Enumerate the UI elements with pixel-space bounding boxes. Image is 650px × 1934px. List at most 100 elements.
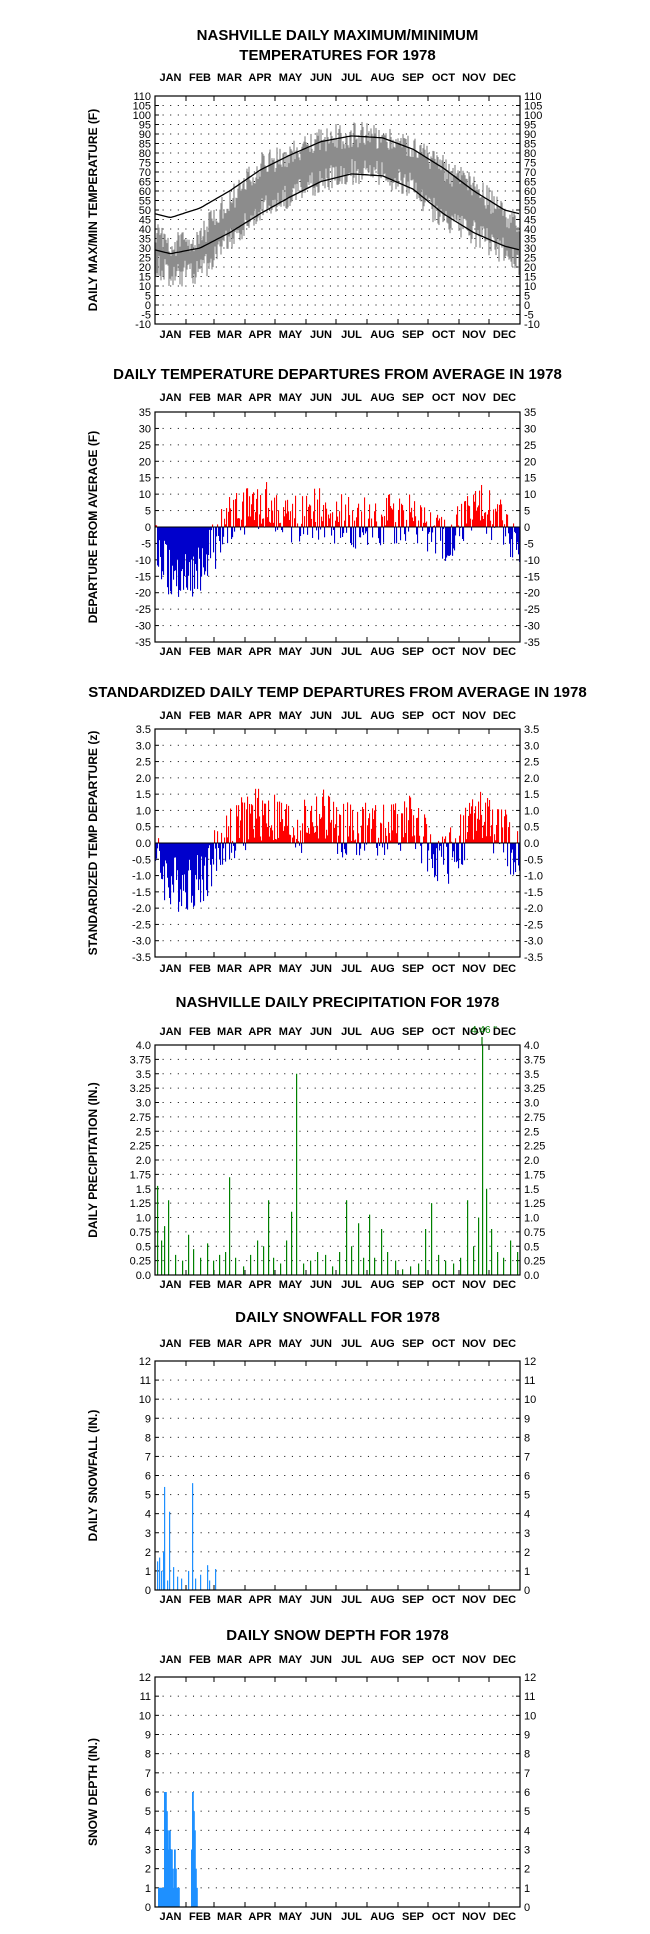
- departure-bar-above: [499, 504, 501, 527]
- departure-bar-below: [360, 527, 362, 538]
- departure-bar-below: [192, 527, 194, 597]
- departure-bar-above: [330, 513, 332, 527]
- departure-bar-below: [448, 527, 450, 556]
- departure-bar-below: [417, 527, 419, 544]
- departure-bar-above: [278, 837, 280, 843]
- departure-bar-above: [419, 835, 421, 843]
- departure-bar-above: [358, 833, 360, 843]
- departure-bar-above: [395, 522, 397, 527]
- precip-bar: [273, 1257, 275, 1275]
- y-axis-label: DAILY MAX/MIN TEMPERATURE (F): [86, 109, 100, 311]
- y-tick-left: 5: [145, 1806, 151, 1818]
- month-label-bottom: JUN: [310, 646, 332, 658]
- month-label-bottom: MAR: [217, 1911, 242, 1923]
- month-label-bottom: NOV: [462, 963, 487, 975]
- departure-bar-below: [365, 527, 367, 534]
- month-label-top: APR: [248, 1026, 271, 1038]
- departure-bar-below: [454, 527, 456, 551]
- depth-bar: [195, 1868, 197, 1907]
- departure-bar-above: [279, 523, 281, 527]
- departure-bar-above: [318, 838, 320, 843]
- y-tick-right: 10: [524, 1710, 536, 1722]
- y-tick-right: 1: [524, 1883, 530, 1895]
- month-label-top: DEC: [493, 710, 516, 722]
- departure-bar-below: [185, 527, 187, 555]
- chart-depth: DAILY SNOW DEPTH FOR 1978 JAN JAN FEB FEB MAR…: [86, 1627, 536, 1923]
- y-tick-left: 0.75: [130, 1227, 151, 1239]
- departure-bar-above: [327, 525, 329, 527]
- departure-bar-above: [423, 836, 425, 843]
- precip-bar: [182, 1260, 184, 1275]
- precip-bar: [478, 1217, 480, 1275]
- departure-bar-below: [312, 527, 314, 538]
- departure-bar-above: [404, 801, 406, 843]
- departure-bar-below: [206, 527, 208, 555]
- departure-bar-above: [371, 518, 373, 527]
- departure-bar-above: [276, 839, 278, 843]
- departure-bar-above: [478, 801, 480, 843]
- departure-bar-above: [317, 825, 319, 843]
- departure-bar-below: [243, 843, 245, 846]
- departure-bar-above: [351, 840, 353, 843]
- departure-bar-above: [298, 841, 300, 843]
- departure-bar-above: [226, 508, 228, 527]
- y-tick-left: 15: [139, 473, 151, 485]
- departure-bar-above: [492, 809, 494, 843]
- departure-bar-above: [297, 523, 299, 527]
- plot-frame: [154, 1044, 521, 1276]
- departure-bar-below: [454, 843, 456, 862]
- depth-bar: [191, 1849, 193, 1907]
- snow-bar: [173, 1567, 175, 1590]
- departure-bar-above: [323, 789, 325, 843]
- y-tick-left: 0.0: [136, 838, 151, 850]
- month-label-bottom: FEB: [189, 329, 211, 341]
- departure-bar-below: [464, 843, 466, 861]
- departure-bar-above: [304, 516, 306, 527]
- y-tick-left: 0: [145, 1585, 151, 1597]
- precip-bar: [381, 1229, 383, 1275]
- departure-bar-above: [263, 518, 265, 527]
- departure-bar-below: [350, 527, 352, 544]
- departure-bar-above: [411, 507, 413, 527]
- precip-bar: [291, 1211, 293, 1275]
- departure-bar-below: [427, 843, 429, 872]
- departure-bar-below: [299, 527, 301, 542]
- departure-bar-below: [210, 527, 212, 559]
- departure-bar-below: [493, 843, 495, 854]
- departure-bar-above: [389, 494, 391, 527]
- y-tick-left: 55: [139, 196, 151, 208]
- departure-bar-above: [384, 516, 386, 527]
- departure-bar-above: [504, 524, 506, 527]
- departure-bar-below: [182, 527, 184, 570]
- departure-bar-below: [220, 527, 222, 553]
- y-tick-right: 75: [524, 158, 536, 170]
- y-tick-left: 30: [139, 243, 151, 255]
- month-label-bottom: MAR: [217, 1594, 242, 1606]
- month-label-top: MAY: [279, 72, 303, 84]
- departure-bar-above: [441, 516, 443, 527]
- month-label-bottom: SEP: [402, 329, 424, 341]
- snow-bar: [209, 1580, 211, 1590]
- departure-bar-above: [314, 832, 316, 843]
- departure-bar-above: [262, 800, 264, 843]
- departure-bar-below: [209, 527, 211, 530]
- departure-bar-below: [180, 527, 182, 591]
- departure-bar-above: [328, 795, 330, 843]
- precip-bar: [303, 1263, 305, 1275]
- departure-bar-below: [353, 527, 355, 548]
- departure-bar-above: [331, 819, 333, 843]
- departure-bar-below: [206, 843, 208, 891]
- month-label-bottom: MAR: [217, 329, 242, 341]
- departure-bar-below: [434, 843, 436, 878]
- departure-bar-above: [383, 804, 385, 843]
- departure-bar-below: [205, 527, 207, 572]
- month-label-top: DEC: [493, 72, 516, 84]
- departure-bar-below: [177, 843, 179, 871]
- departure-bar-above: [286, 804, 288, 843]
- departure-bar-above: [230, 508, 232, 527]
- y-tick-right: 30: [524, 423, 536, 435]
- departure-bar-below: [432, 527, 434, 533]
- month-label-top: NOV: [462, 1654, 487, 1666]
- departure-bar-above: [315, 831, 317, 843]
- departure-bar-below: [441, 843, 443, 857]
